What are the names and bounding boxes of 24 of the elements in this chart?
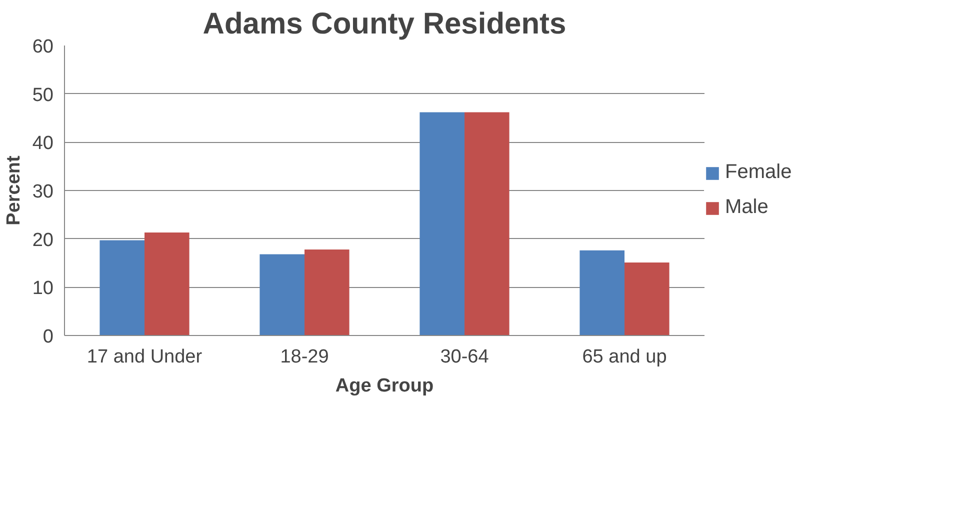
y-tick-label: 50 bbox=[32, 84, 54, 106]
bar bbox=[260, 254, 304, 336]
bar bbox=[100, 240, 144, 336]
y-tick-label: 0 bbox=[42, 326, 54, 348]
bar bbox=[464, 112, 510, 336]
x-tick-label: 65 and up bbox=[582, 346, 667, 368]
y-tick-label: 60 bbox=[32, 36, 54, 58]
y-tick-label: 30 bbox=[32, 182, 54, 202]
legend-label: Female bbox=[725, 161, 792, 184]
legend-label: Male bbox=[725, 196, 768, 219]
y-axis-title: Percent bbox=[3, 154, 24, 226]
x-tick-label: 17 and Under bbox=[86, 346, 203, 368]
chart-title: Adams County Residents bbox=[202, 8, 566, 40]
x-tick-label: 30-64 bbox=[440, 346, 490, 368]
y-tick-label: 20 bbox=[32, 230, 54, 251]
y-tick-label: 10 bbox=[32, 278, 54, 300]
bar bbox=[624, 262, 670, 336]
x-axis-title: Age Group bbox=[335, 376, 434, 396]
bar bbox=[420, 112, 464, 336]
bar bbox=[144, 232, 190, 336]
bar bbox=[580, 250, 624, 336]
y-tick-label: 40 bbox=[32, 133, 54, 154]
bar bbox=[304, 249, 350, 336]
x-tick-label: 18-29 bbox=[280, 346, 329, 368]
